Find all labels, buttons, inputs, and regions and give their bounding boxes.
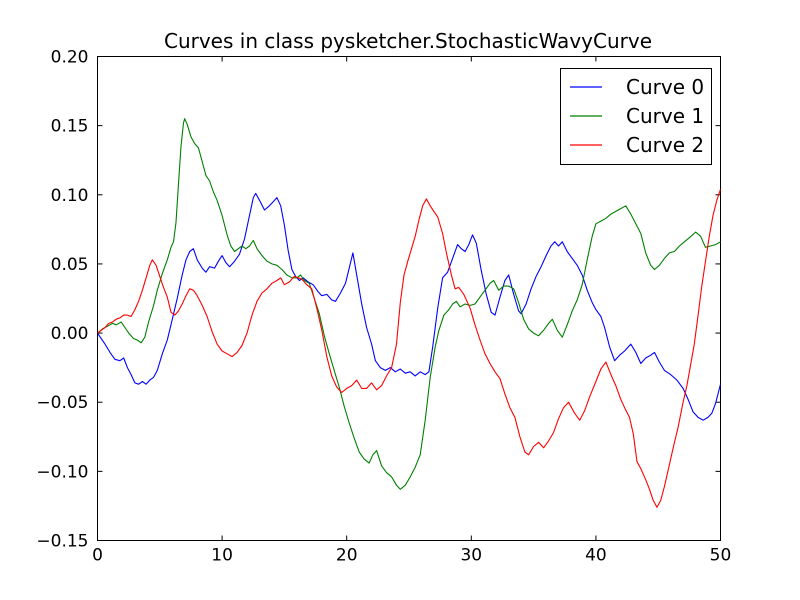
x-tick-label: 40 [585,546,607,566]
y-tick-label: 0.15 [51,117,89,137]
legend-label: Curve 2 [626,133,704,157]
x-tick-label: 50 [710,546,732,566]
x-tick-label: 20 [336,546,358,566]
curve-0-line [97,192,721,421]
x-tick-label: 0 [92,546,103,566]
y-tick-label: 0.20 [51,48,89,68]
y-tick-label: 0.05 [51,255,89,275]
x-tick-label: 30 [460,546,482,566]
y-tick-label: 0.10 [51,186,89,206]
legend: Curve 0 Curve 1 Curve 2 [560,68,712,165]
chart-title: Curves in class pysketcher.StochasticWav… [164,29,652,53]
y-tick-label: −0.05 [36,393,88,413]
legend-label: Curve 1 [626,104,704,128]
curve-1-line [97,118,721,490]
curve-2-line [97,188,721,508]
y-tick-label: −0.10 [36,462,88,482]
x-tick-label: 10 [211,546,233,566]
y-tick-label: −0.15 [36,532,88,552]
legend-label: Curve 0 [626,75,704,99]
y-tick-label: 0.00 [51,324,89,344]
curves-group [97,118,721,508]
